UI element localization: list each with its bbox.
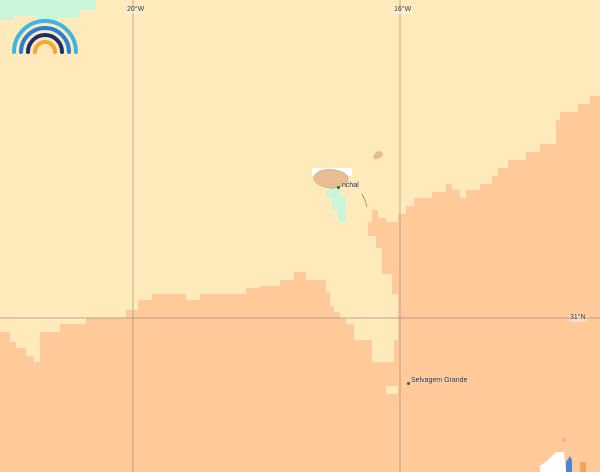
desertas-islets — [361, 193, 368, 208]
madeira-shelf — [326, 188, 346, 222]
parallel-31n-label: 31°N — [569, 314, 587, 322]
ocean-deep-area — [0, 96, 600, 472]
funchal-marker-dot[interactable] — [337, 186, 340, 189]
selvagem-grande-label[interactable]: Selvagem Grande — [411, 377, 468, 384]
rainbow-arc-logo-icon[interactable] — [10, 14, 80, 56]
land-area-northwest — [0, 0, 96, 22]
madeira-island — [313, 169, 349, 189]
funchal-label[interactable]: nchal — [342, 182, 359, 189]
canary-islet — [562, 438, 566, 442]
meridian-20w-label: 20°W — [126, 6, 146, 14]
selvagem-grande-marker-dot[interactable] — [407, 382, 410, 385]
canary-island-east — [580, 462, 586, 472]
canary-island — [566, 456, 572, 472]
porto-santo-island — [373, 151, 383, 160]
shallow-patch — [386, 386, 398, 394]
meridian-16w-label: 16°W — [393, 6, 413, 14]
canary-island-shelf — [540, 452, 566, 472]
